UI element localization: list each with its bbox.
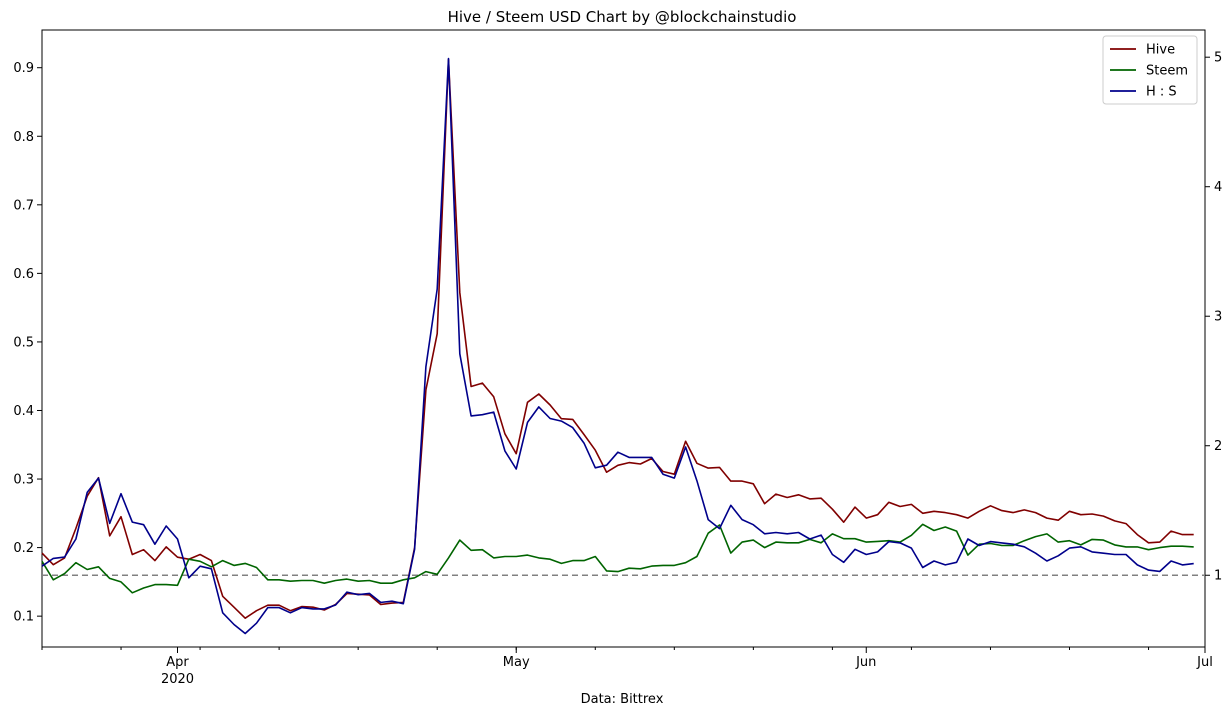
- series-line-hive: [41, 58, 1194, 620]
- series-group: [41, 57, 1194, 635]
- y-right-tick-label: 2: [1214, 439, 1222, 454]
- x-tick-label: May: [503, 655, 530, 670]
- legend-box: [1102, 35, 1198, 105]
- y-right-tick-label: 3: [1214, 310, 1222, 325]
- legend-label: Steem: [1146, 64, 1188, 79]
- legend-label: Hive: [1146, 43, 1175, 58]
- series-line-h-s: [41, 57, 1194, 635]
- x-tick-label: Apr: [166, 655, 189, 670]
- y-left-tick-label: 0.3: [13, 473, 34, 488]
- y-left-tick-label: 0.1: [13, 610, 34, 625]
- y-right-tick-label: 5: [1214, 51, 1222, 66]
- y-left-tick-label: 0.6: [13, 267, 34, 282]
- legend-label: H : S: [1146, 85, 1177, 100]
- y-left-tick-label: 0.8: [13, 130, 34, 145]
- y-left-tick-label: 0.2: [13, 541, 34, 556]
- legend: Hive Steem H : S: [1102, 35, 1198, 105]
- chart-title: Hive / Steem USD Chart by @blockchainstu…: [448, 8, 797, 26]
- axes-group: 0.1 0.2 0.3 0.4 0.5 0.6 0.7 0.8 0.9 1 2 3 4 5 Apr 2020 M…: [13, 29, 1222, 687]
- y-left-tick-label: 0.9: [13, 61, 34, 76]
- x-tick-sublabel: 2020: [161, 672, 194, 687]
- y-left-tick-label: 0.4: [13, 404, 34, 419]
- series-line-steem: [41, 523, 1194, 594]
- y-right-tick-label: 1: [1214, 569, 1222, 584]
- y-left-tick-label: 0.5: [13, 335, 34, 350]
- x-tick-label: Jul: [1196, 655, 1213, 670]
- x-axis-label: Data: Bittrex: [581, 692, 664, 707]
- y-left-tick-label: 0.7: [13, 198, 34, 213]
- y-right-tick-label: 4: [1214, 180, 1222, 195]
- x-tick-label: Jun: [855, 655, 876, 670]
- plot-frame: [41, 29, 1206, 648]
